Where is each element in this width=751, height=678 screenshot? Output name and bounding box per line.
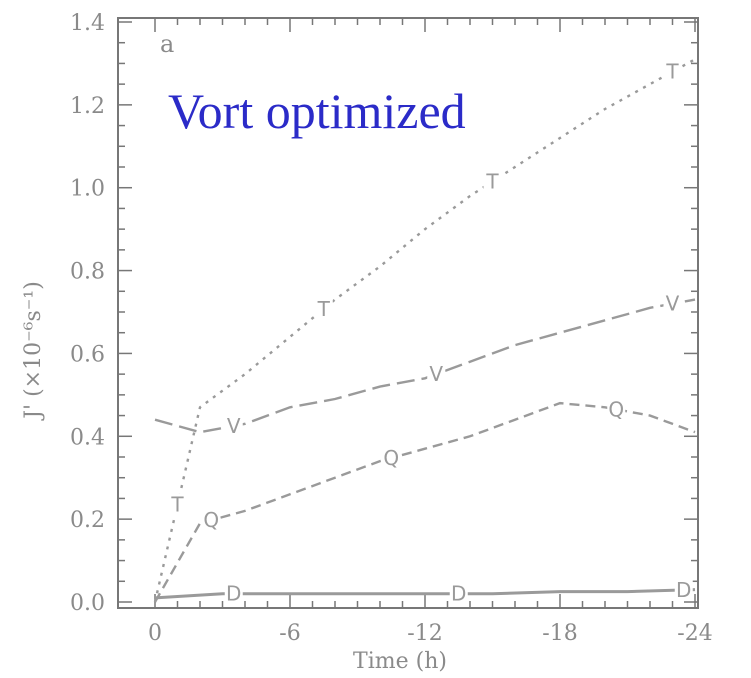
x-tick-label: -24 (677, 621, 712, 646)
series-marker-T: T (665, 60, 679, 84)
panel-letter: a (160, 30, 174, 58)
series-marker-D: D (676, 578, 691, 602)
series-line-D (154, 588, 696, 600)
series-marker-bg (224, 414, 243, 437)
series-marker-D: D (451, 582, 466, 606)
y-tick-label: 0.0 (70, 591, 105, 616)
series-line-Q (153, 401, 696, 603)
series-marker-V: V (666, 292, 680, 316)
x-tick-label: -6 (279, 621, 300, 646)
y-tick-label: 1.4 (70, 11, 105, 36)
series-marker-bg (202, 509, 221, 532)
series-marker-bg (314, 297, 333, 320)
series-marker-bg (607, 398, 626, 421)
y-tick-label: 0.4 (70, 425, 105, 450)
series-marker-Q: Q (383, 446, 399, 470)
x-tick-label: 0 (148, 621, 162, 646)
y-tick-label: 0.2 (70, 508, 105, 533)
series-marker-bg (382, 447, 401, 470)
series-marker-T: T (317, 297, 331, 321)
series-line-T (153, 58, 696, 603)
series-marker-bg (674, 578, 693, 601)
plot-frame (117, 17, 699, 609)
vort-optimized-annotation: Vort optimized (168, 83, 466, 139)
series-marker-Q: Q (608, 397, 624, 421)
series-marker-Q: Q (203, 508, 219, 532)
y-tick-label: 1.2 (70, 94, 105, 119)
series-marker-bg (449, 582, 468, 605)
series-marker-V: V (227, 414, 241, 438)
series-lines (153, 58, 696, 603)
x-axis-label: Time (h) (353, 649, 447, 674)
y-axis-label: J' (×10⁻⁶s⁻¹) (21, 281, 46, 421)
y-tick-label: 0.8 (70, 260, 105, 285)
series-marker-bg (224, 582, 243, 605)
series-marker-bg (168, 493, 187, 516)
y-tick-label: 0.6 (70, 342, 105, 367)
axis-ticks (118, 18, 698, 608)
series-markers: T T T T V V V Q Q Q D D D (168, 60, 693, 606)
series-marker-T: T (485, 170, 499, 194)
x-tick-label: -12 (407, 621, 442, 646)
series-marker-D: D (226, 582, 241, 606)
series-marker-bg (427, 363, 446, 386)
y-tick-label: 1.0 (70, 177, 105, 202)
series-marker-bg (663, 60, 682, 83)
x-tick-labels: 0 -6 -12 -18 -24 (148, 621, 713, 646)
series-marker-T: T (170, 493, 184, 517)
series-marker-V: V (429, 362, 443, 386)
series-marker-bg (483, 170, 502, 193)
x-tick-label: -18 (542, 621, 577, 646)
y-tick-labels: 0.0 0.2 0.4 0.6 0.8 1.0 1.2 1.4 (70, 11, 105, 616)
series-line-V (154, 298, 696, 434)
series-marker-bg (663, 292, 682, 315)
